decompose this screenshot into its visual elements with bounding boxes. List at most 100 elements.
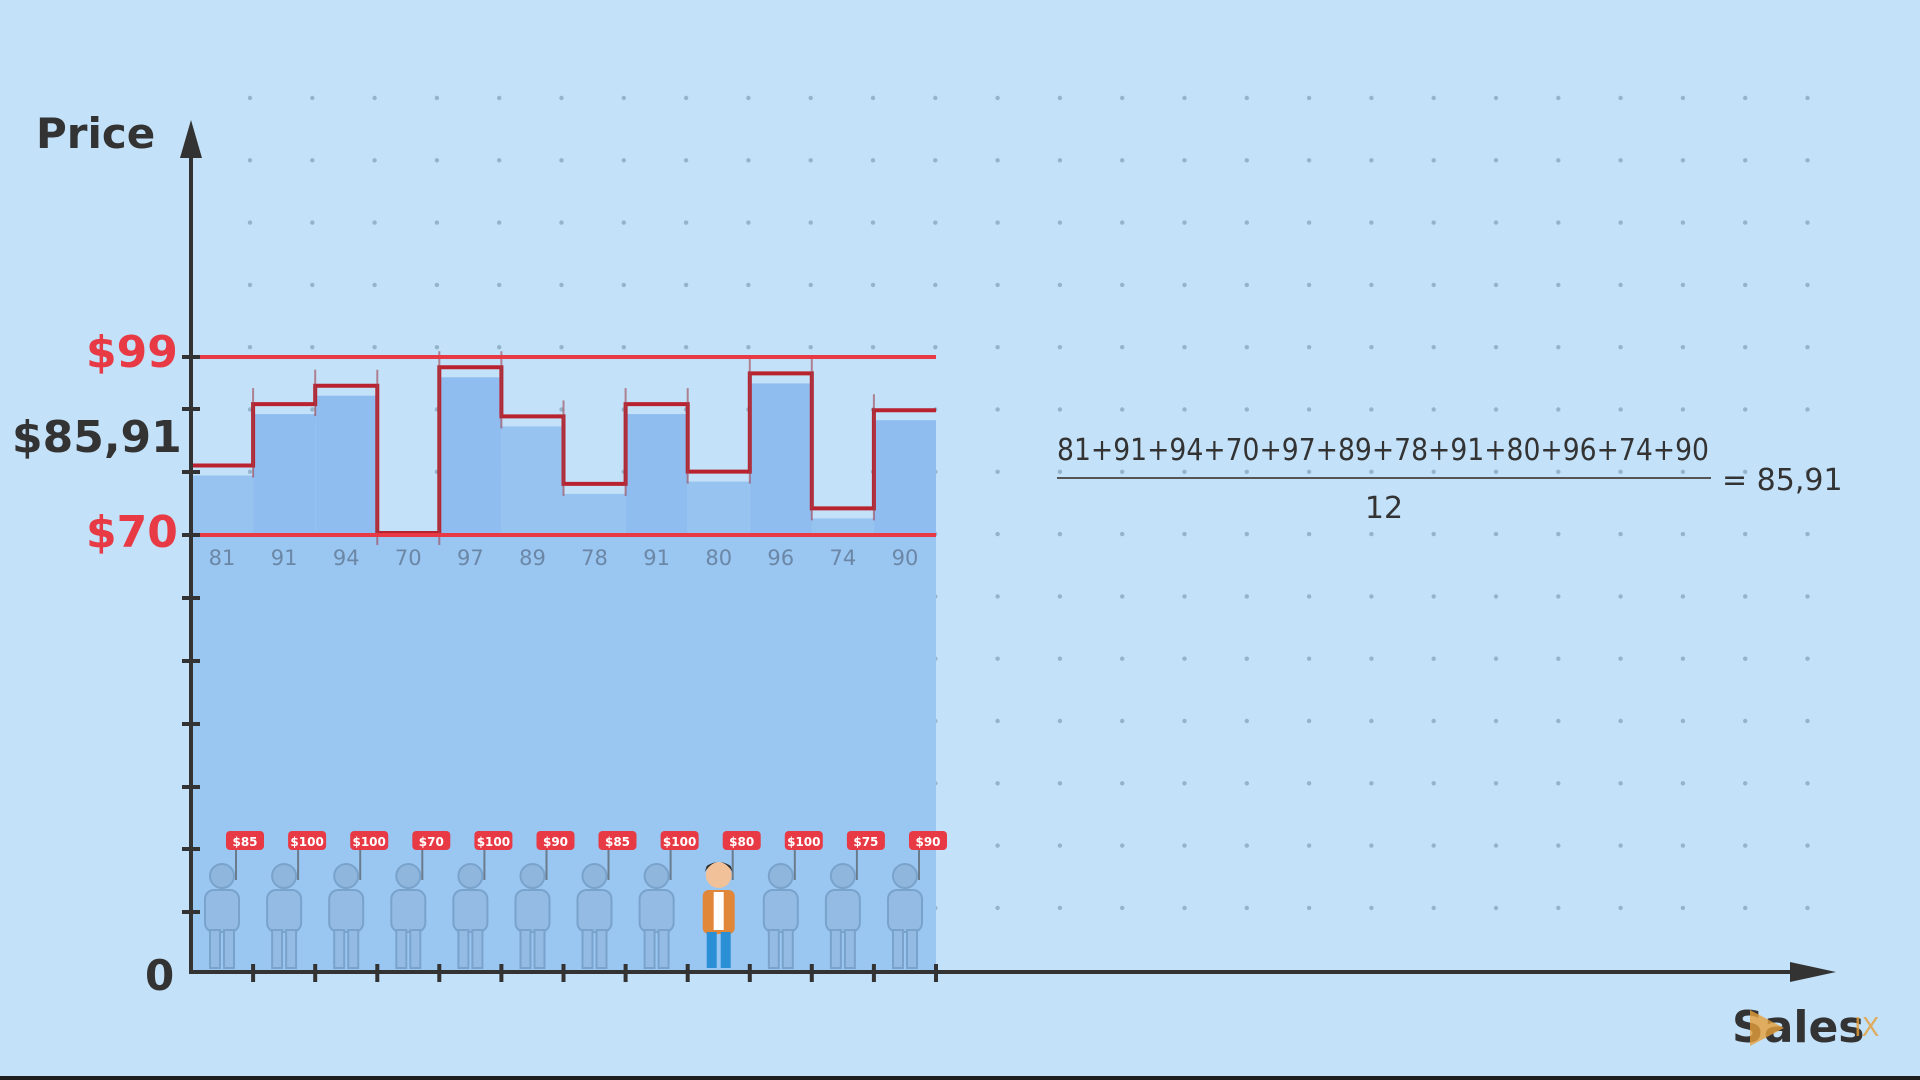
grid-dot — [1493, 282, 1499, 288]
grid-dot — [1556, 905, 1561, 911]
grid-dot — [1182, 594, 1187, 599]
grid-dot — [870, 220, 876, 225]
grid-dot — [1556, 345, 1561, 350]
grid-dot — [1493, 345, 1499, 350]
price-sign — [412, 831, 451, 850]
grid-dot — [1057, 95, 1063, 101]
grid-dot — [1493, 95, 1499, 101]
grid-dot — [497, 158, 502, 163]
grid-dot — [1244, 843, 1250, 848]
grid-dot — [1120, 718, 1125, 724]
grid-dot — [1680, 843, 1686, 848]
grid-dot — [995, 282, 1000, 288]
reference-lines — [191, 355, 936, 537]
grid-dot — [1182, 220, 1187, 225]
grid-dot — [1680, 469, 1686, 474]
grid-dot — [1680, 345, 1686, 350]
grid-dot — [1680, 95, 1686, 101]
grid-dot — [1618, 345, 1623, 350]
grid-dot — [1306, 220, 1312, 225]
grid-dot — [247, 95, 253, 101]
grid-dot — [1369, 282, 1374, 288]
grid-dot — [1244, 282, 1250, 288]
grid-dot — [1618, 531, 1623, 537]
y-label-99: $99 — [86, 327, 178, 378]
grid-dot — [310, 345, 315, 350]
grid-dot — [497, 282, 502, 288]
grid-dot — [434, 95, 440, 101]
grid-dot — [372, 95, 377, 101]
grid-dot — [1743, 220, 1748, 225]
grid-dot — [1182, 469, 1187, 474]
grid-dot — [621, 345, 626, 350]
y-label-70: $70 — [86, 507, 178, 558]
grid-dot — [1493, 656, 1499, 661]
price-bar — [563, 493, 626, 535]
grid-dot — [1182, 656, 1187, 661]
grid-dot — [1369, 594, 1374, 599]
grid-dot — [1556, 531, 1561, 537]
customer-figure: $100 — [638, 831, 699, 969]
grid-dot — [310, 220, 315, 225]
category-label: 81 — [209, 546, 236, 570]
grid-dot — [1369, 469, 1374, 474]
grid-dot — [1120, 843, 1125, 848]
category-label: 91 — [271, 546, 298, 570]
category-label: 94 — [333, 546, 360, 570]
grid-dot — [1369, 158, 1374, 163]
grid-dot — [1057, 469, 1063, 474]
grid-dot — [1182, 158, 1187, 163]
grid-dot — [1493, 158, 1499, 163]
customer-figure: $70 — [390, 831, 451, 969]
grid-dot — [1743, 158, 1748, 163]
grid-dot — [1618, 718, 1623, 724]
grid-dot — [1556, 469, 1561, 474]
grid-dot — [1743, 594, 1748, 599]
grid-dot — [1743, 345, 1748, 350]
grid-dot — [1182, 531, 1187, 537]
grid-dot — [1743, 282, 1748, 288]
customer-figure: $75 — [824, 831, 885, 969]
grid-dot — [1369, 718, 1374, 724]
grid-dot — [1680, 656, 1686, 661]
grid-dot — [683, 220, 689, 225]
grid-dot — [247, 469, 253, 474]
grid-dot — [1805, 95, 1810, 101]
watermark-logo: IX — [1750, 1010, 1879, 1046]
grid-dot — [1182, 282, 1187, 288]
grid-dot — [808, 282, 813, 288]
grid-dot — [559, 220, 564, 225]
grid-dot — [1306, 531, 1312, 537]
price-sign-label: $70 — [419, 835, 444, 849]
grid-dot — [247, 158, 253, 163]
grid-dot — [1306, 469, 1312, 474]
grid-dot — [1618, 843, 1623, 848]
grid-dot — [1805, 594, 1810, 599]
grid-dot — [310, 95, 315, 101]
grid-dot — [1431, 95, 1436, 101]
grid-dot — [1743, 781, 1748, 786]
grid-dot — [372, 345, 377, 350]
grid-dot — [746, 95, 751, 101]
bottom-frame-edge — [0, 1076, 1920, 1080]
grid-dot — [808, 220, 813, 225]
grid-dot — [1244, 594, 1250, 599]
grid-dot — [1244, 718, 1250, 724]
grid-dot — [1120, 656, 1125, 661]
grid-dot — [1182, 95, 1187, 101]
grid-dot — [995, 656, 1000, 661]
grid-dot — [1431, 594, 1436, 599]
customer-figure: $100 — [762, 831, 823, 969]
grid-dot — [559, 345, 564, 350]
grid-dot — [1306, 594, 1312, 599]
grid-dot — [870, 95, 876, 101]
grid-dot — [1369, 781, 1374, 786]
grid-dot — [1493, 843, 1499, 848]
grid-dot — [995, 158, 1000, 163]
price-sign-label: $90 — [915, 835, 940, 849]
grid-dot — [1057, 718, 1063, 724]
grid-dot — [247, 220, 253, 225]
grid-dot — [1618, 407, 1623, 412]
price-bar — [253, 414, 316, 535]
